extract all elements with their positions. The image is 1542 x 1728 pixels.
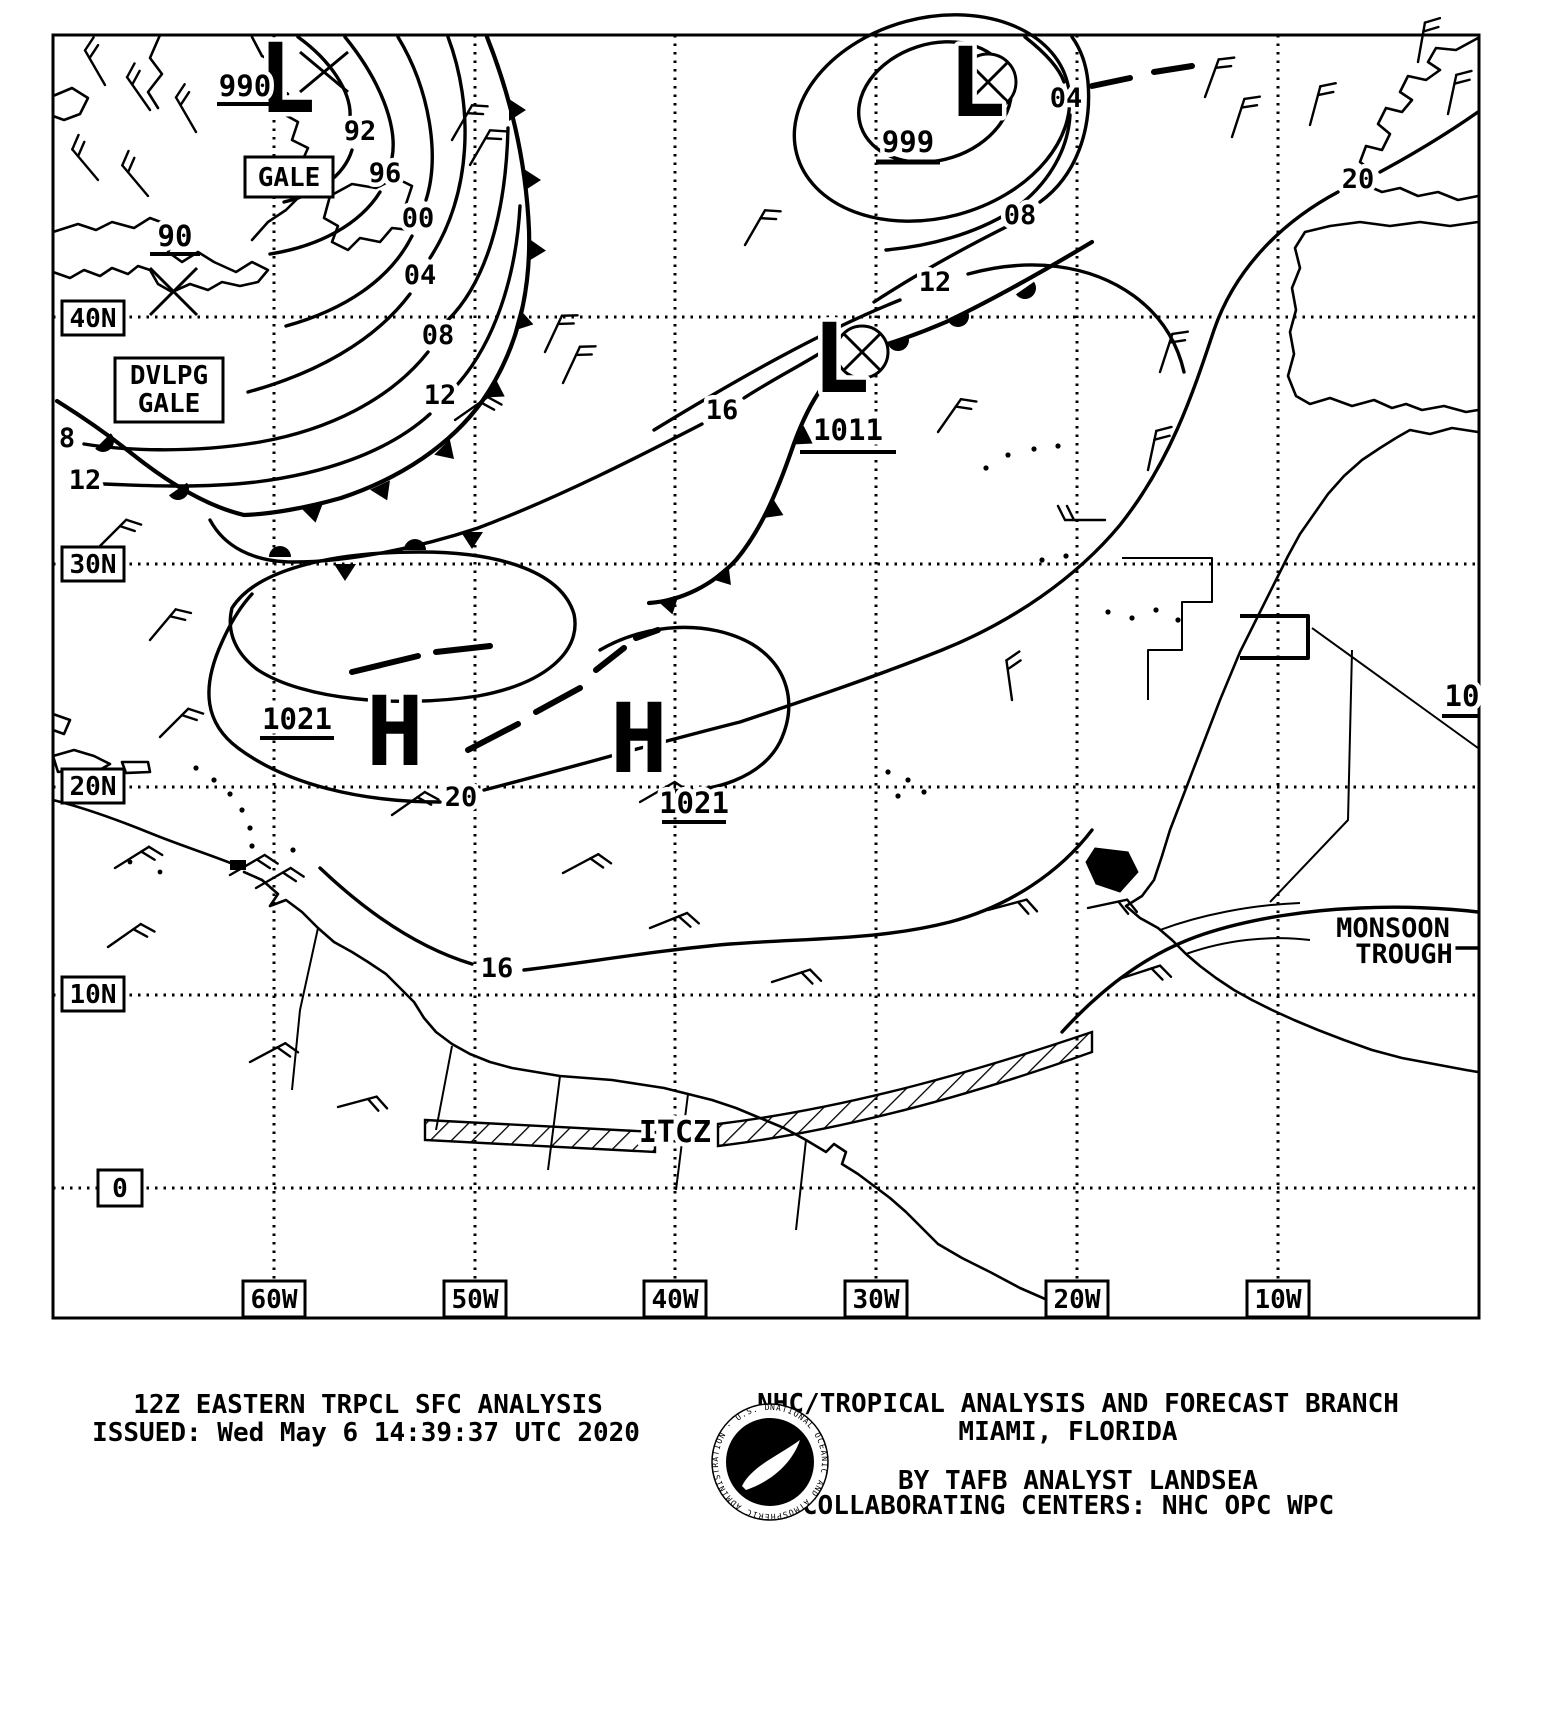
trough-dashed-lines	[349, 627, 661, 753]
collaborating-centers: COLLABORATING CENTERS: NHC OPC WPC	[802, 1491, 1334, 1521]
monsoon-trough-label-line1: MONSOON	[1336, 913, 1450, 944]
low-symbol-north: L	[948, 27, 1006, 139]
isobar-label-04-ne: 04	[1050, 83, 1083, 114]
svg-text:10N: 10N	[70, 980, 117, 1010]
pressure-label-90: 90	[158, 219, 193, 253]
low-symbol-central: L	[812, 303, 870, 415]
latitude-labels: 40N 30N 20N 10N 0	[60, 299, 144, 1208]
isobar-label-20-south: 20	[445, 782, 478, 813]
pressure-label-999: 999	[882, 125, 934, 159]
itcz-band	[423, 1030, 1094, 1154]
isobar-label-16-south: 16	[481, 953, 514, 984]
longitude-labels: 60W 50W 40W 30W 20W 10W	[241, 1279, 1311, 1319]
center-fix-symbols	[148, 50, 1018, 380]
svg-text:0: 0	[112, 1174, 128, 1204]
cold-front-central	[646, 239, 1095, 618]
high-symbol-west: H	[366, 676, 424, 788]
gale-warning-box: GALE	[243, 155, 335, 199]
isobars	[82, 13, 1480, 972]
monsoon-trough-label-line2: TROUGH	[1355, 939, 1453, 970]
svg-text:DVLPG: DVLPG	[130, 361, 208, 391]
noaa-logo-text: NOAA	[747, 1435, 793, 1457]
isobar-label-16-mid: 16	[706, 395, 739, 426]
svg-text:30W: 30W	[853, 1285, 900, 1315]
isobar-label-08: 08	[422, 320, 455, 351]
map-frame	[51, 33, 1481, 1320]
warm-front-west	[54, 398, 247, 518]
isobar-label-04: 04	[404, 260, 437, 291]
agency-location: MIAMI, FLORIDA	[958, 1417, 1177, 1447]
coastline-europe	[1286, 36, 1480, 414]
isobar-label-12-ne: 12	[919, 267, 952, 298]
footer-titles: 12Z EASTERN TRPCL SFC ANALYSIS ISSUED: W…	[92, 1389, 1399, 1521]
stationary-front	[269, 532, 483, 581]
svg-text:10W: 10W	[1255, 1285, 1302, 1315]
dvlpg-gale-warning-box: DVLPG GALE	[113, 356, 225, 424]
isobar-label-00: 00	[402, 203, 435, 234]
issued-timestamp: ISSUED: Wed May 6 14:39:37 UTC 2020	[92, 1418, 640, 1448]
coastline-africa	[1085, 426, 1480, 1074]
cold-front-atlantic	[241, 34, 547, 525]
isobar-label-96: 96	[369, 158, 402, 189]
product-title: 12Z EASTERN TRPCL SFC ANALYSIS	[133, 1390, 603, 1420]
svg-text:GALE: GALE	[258, 163, 321, 193]
pressure-label-990: 990	[219, 69, 271, 103]
itcz-label: ITCZ	[639, 1115, 711, 1150]
analyst-credit: BY TAFB ANALYST LANDSEA	[898, 1466, 1258, 1496]
high-symbol-east: H	[610, 683, 668, 795]
low-symbol-nw: L	[258, 23, 316, 135]
svg-text:50W: 50W	[452, 1285, 499, 1315]
isobar-label-08-ne: 08	[1004, 200, 1037, 231]
isobar-label-20-ne: 20	[1342, 164, 1375, 195]
svg-text:30N: 30N	[70, 550, 117, 580]
pressure-label-1011: 1011	[813, 413, 883, 447]
pressure-label-1021-west: 1021	[262, 702, 332, 736]
noaa-logo-bird	[742, 1440, 800, 1490]
pressure-label-10-edge: 10	[1445, 679, 1480, 713]
graticule	[53, 35, 1479, 1281]
svg-text:40W: 40W	[652, 1285, 699, 1315]
isobar-label-8-edge: 8	[59, 423, 75, 454]
atlantic-islands	[885, 443, 1181, 799]
svg-text:GALE: GALE	[138, 389, 201, 419]
isobar-label-12-edge: 12	[69, 465, 102, 496]
pressure-label-1021-east: 1021	[659, 786, 729, 820]
svg-text:60W: 60W	[251, 1285, 298, 1315]
svg-text:20W: 20W	[1054, 1285, 1101, 1315]
svg-text:20N: 20N	[70, 772, 117, 802]
coastline-south-america	[51, 798, 1082, 1318]
svg-text:40N: 40N	[70, 304, 117, 334]
isobar-label-12: 12	[424, 380, 457, 411]
agency-name: NHC/TROPICAL ANALYSIS AND FORECAST BRANC…	[757, 1389, 1399, 1419]
isobar-label-92: 92	[344, 116, 377, 147]
coastline-north-america	[51, 33, 420, 294]
